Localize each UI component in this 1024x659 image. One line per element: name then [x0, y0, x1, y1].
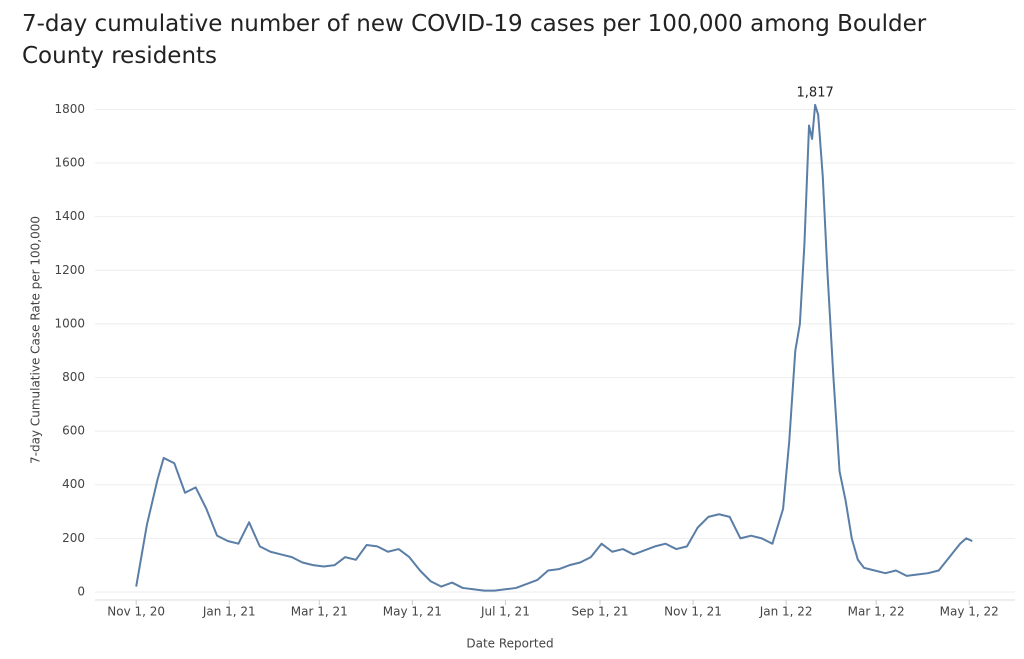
- y-tick-label: 1800: [54, 102, 85, 116]
- y-tick-label: 400: [62, 477, 85, 491]
- y-tick-label: 1200: [54, 263, 85, 277]
- y-tick-label: 1400: [54, 209, 85, 223]
- chart-title: 7-day cumulative number of new COVID-19 …: [22, 11, 927, 69]
- x-tick-label: Jul 1, 21: [480, 605, 530, 619]
- y-tick-label: 1600: [54, 156, 85, 170]
- x-tick-label: May 1, 21: [383, 605, 442, 619]
- x-tick-label: Sep 1, 21: [572, 605, 629, 619]
- annotation: 1,817: [797, 85, 834, 100]
- data-line: [135, 103, 973, 592]
- x-tick-label: Mar 1, 22: [848, 605, 905, 619]
- x-axis-title: Date Reported: [466, 637, 553, 651]
- y-tick-label: 0: [77, 584, 85, 598]
- x-tick-label: Nov 1, 20: [107, 605, 165, 619]
- x-tick-label: May 1, 22: [940, 605, 999, 619]
- y-tick-label: 600: [62, 424, 85, 438]
- x-tick-label: Jan 1, 22: [759, 605, 813, 619]
- y-tick-label: 800: [62, 370, 85, 384]
- x-tick-label: Jan 1, 21: [202, 605, 256, 619]
- y-tick-label: 200: [62, 531, 85, 545]
- x-tick-label: Nov 1, 21: [664, 605, 722, 619]
- y-axis-title: 7-day Cumulative Case Rate per 100,000: [29, 216, 43, 464]
- x-tick-label: Mar 1, 21: [291, 605, 348, 619]
- y-tick-label: 1000: [54, 316, 85, 330]
